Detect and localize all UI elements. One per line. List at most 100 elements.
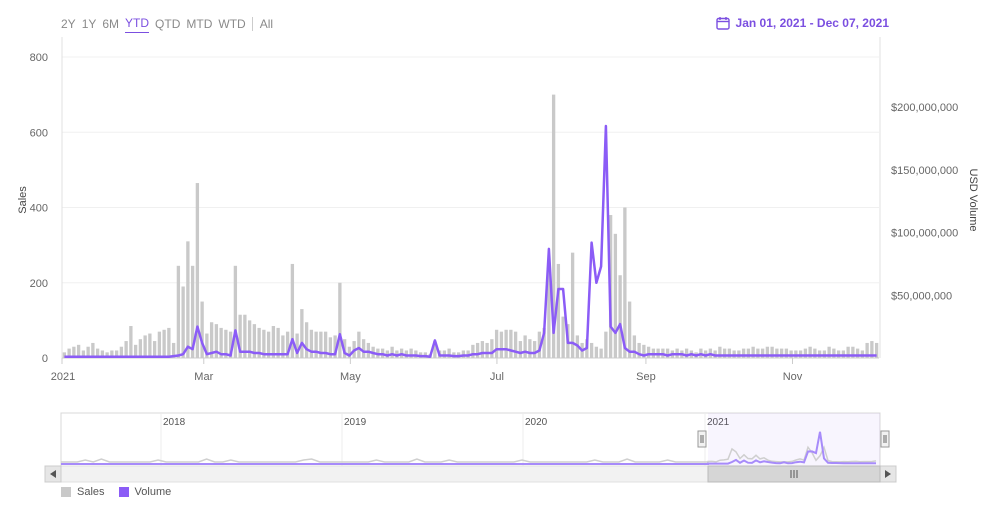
legend-item-sales[interactable]: Sales (61, 486, 105, 498)
sales-bar (623, 207, 627, 358)
sales-bar (295, 333, 299, 358)
sales-bar (243, 314, 247, 358)
handle-body (880, 430, 890, 448)
sales-bar (205, 333, 209, 358)
legend-label: Sales (77, 486, 105, 498)
sales-bar (765, 346, 770, 358)
sales-bar (95, 348, 100, 358)
range-button-mtd[interactable]: MTD (186, 16, 213, 31)
sales-bar (727, 348, 732, 358)
sales-bar (537, 331, 542, 358)
navigator-right-handle[interactable] (880, 430, 890, 448)
x-tick-label: Jul (490, 371, 504, 383)
sales-bar (832, 348, 836, 358)
sales-bar (281, 335, 285, 358)
sales-bar (238, 314, 242, 358)
sales-bar (285, 331, 290, 358)
sales-bar (129, 326, 133, 358)
scrollbar-thumb[interactable] (707, 465, 881, 483)
sales-bar (613, 233, 618, 358)
sales-bar (328, 337, 333, 358)
sales-bar (200, 301, 204, 358)
chart-legend: Sales Volume (61, 486, 185, 498)
sales-bar (124, 341, 128, 358)
sales-bar (247, 320, 252, 358)
sales-bar (190, 265, 195, 358)
sales-bar (846, 346, 850, 358)
sales-bar (252, 324, 257, 358)
sales-bar (547, 262, 551, 358)
sales-bar (152, 341, 157, 358)
range-button-ytd[interactable]: YTD (125, 14, 150, 33)
legend-swatch (61, 487, 71, 497)
calendar-icon (715, 17, 730, 30)
sales-bar (874, 342, 879, 358)
y2-tick-label: $100,000,000 (891, 228, 958, 240)
range-button-all[interactable]: All (259, 16, 274, 31)
x-tick-label: Nov (783, 371, 803, 383)
sales-bar (319, 331, 323, 358)
sales-bar (741, 348, 746, 358)
sales-bar (589, 342, 594, 358)
y-tick-label: 800 (30, 52, 48, 64)
sales-bar (855, 348, 860, 358)
sales-bar (551, 94, 556, 358)
range-button-qtd[interactable]: QTD (155, 16, 181, 31)
sales-bar (642, 344, 646, 358)
sales-bar (119, 346, 124, 358)
sales-bar (722, 348, 727, 358)
sales-bar (798, 350, 803, 358)
y2-tick-label: $150,000,000 (891, 165, 958, 177)
sales-bar (228, 331, 233, 358)
sales-bar (817, 350, 822, 358)
legend-swatch (118, 487, 129, 497)
sales-bar (262, 329, 266, 358)
sales-bar (513, 331, 518, 358)
sales-bar (865, 342, 869, 358)
navigator-left-handle[interactable] (697, 430, 707, 448)
sales-bar (561, 316, 565, 358)
y2-tick-label: $200,000,000 (891, 102, 958, 114)
range-button-wtd[interactable]: WTD (218, 16, 246, 31)
sales-bar (499, 331, 504, 358)
sales-bar (300, 309, 304, 358)
x-tick-label: Mar (194, 371, 213, 383)
x-tick-label: 2021 (51, 371, 75, 383)
sales-bar (409, 348, 413, 358)
sales-bar (732, 350, 736, 358)
sales-bar (143, 335, 147, 358)
sales-bar (314, 331, 318, 358)
y-tick-label: 0 (42, 353, 48, 365)
handle-body (697, 430, 707, 448)
sales-bar (646, 346, 651, 358)
sales-bar (523, 335, 527, 358)
range-button-6m[interactable]: 6M (102, 16, 120, 31)
sales-bar (480, 341, 485, 358)
chevron-right-icon (885, 470, 891, 478)
sales-bar (86, 346, 90, 358)
y-axis-title: Sales (17, 186, 29, 214)
range-button-2y[interactable]: 2Y (61, 16, 76, 31)
navigator-sales-line (61, 445, 877, 463)
sales-bar (266, 331, 271, 358)
legend-label: Volume (134, 486, 172, 498)
sales-bar (490, 339, 494, 358)
date-range-label: Jan 01, 2021 - Dec 07, 2021 (735, 16, 889, 30)
sales-bar (760, 348, 765, 358)
sales-bar (594, 346, 599, 358)
sales-bar (637, 342, 641, 358)
sales-bar (167, 327, 171, 358)
navigator-selection (708, 413, 880, 466)
range-button-1y[interactable]: 1Y (81, 16, 97, 31)
scroll-right-button[interactable] (879, 465, 897, 483)
date-range-picker[interactable]: Jan 01, 2021 - Dec 07, 2021 (715, 16, 889, 30)
sales-bar (219, 327, 223, 358)
scroll-left-button[interactable] (44, 465, 62, 483)
sales-bar (233, 265, 238, 358)
sales-bar (357, 331, 361, 358)
legend-item-volume[interactable]: Volume (118, 486, 172, 498)
sales-bar (138, 339, 143, 358)
sales-bar (604, 331, 608, 358)
sales-bar (556, 263, 561, 358)
